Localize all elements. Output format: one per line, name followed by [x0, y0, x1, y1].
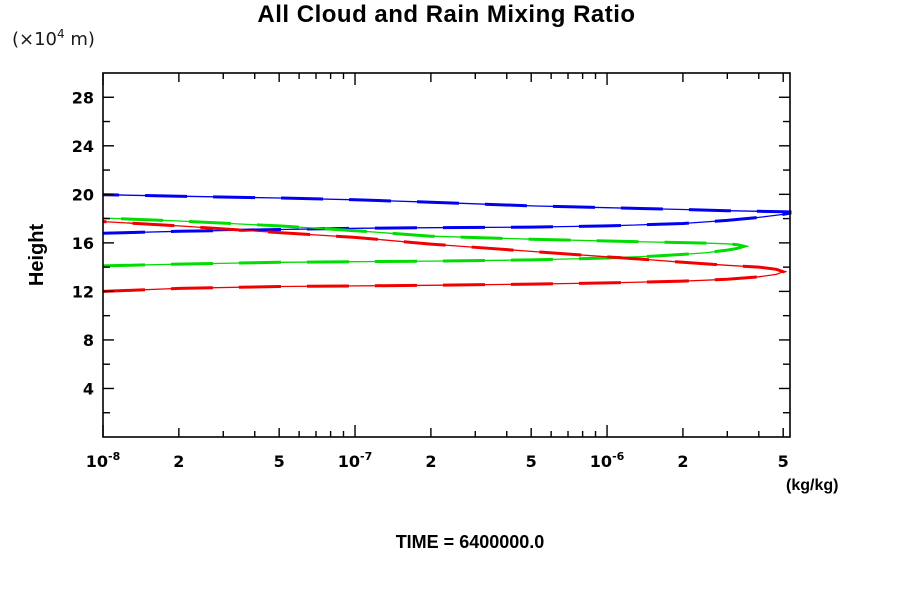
x-tick-label: 5: [778, 452, 789, 471]
y-units-prefix: (×10: [12, 29, 58, 50]
x-axis-units-label: (kg/kg): [786, 477, 839, 494]
time-annotation: TIME = 6400000.0: [395, 532, 545, 552]
y-tick-label: 16: [72, 234, 94, 253]
y-units-suffix: m): [64, 29, 95, 50]
y-tick-label: 12: [72, 282, 94, 301]
y-tick-label: 4: [83, 379, 94, 398]
y-tick-label: 8: [83, 331, 94, 350]
y-tick-label: 28: [72, 88, 94, 107]
x-tick-label: 10-6: [590, 450, 625, 471]
y-axis-units-label: (×104 m): [12, 27, 95, 50]
series-dash-red-profile: [102, 220, 788, 293]
x-tick-label: 2: [425, 452, 436, 471]
series-dash-green-profile: [102, 216, 750, 268]
x-tick-label: 5: [274, 452, 285, 471]
x-tick-label: 10-8: [86, 450, 121, 471]
axis-box: [102, 72, 791, 438]
x-tick-label: 5: [526, 452, 537, 471]
x-tick-label: 2: [173, 452, 184, 471]
y-units-exponent: 4: [57, 27, 65, 41]
y-tick-label: 20: [72, 185, 94, 204]
x-tick-label: 10-7: [338, 450, 373, 471]
y-tick-label: 24: [72, 137, 94, 156]
chart-title: All Cloud and Rain Mixing Ratio: [257, 1, 636, 28]
x-tick-label: 2: [677, 452, 688, 471]
